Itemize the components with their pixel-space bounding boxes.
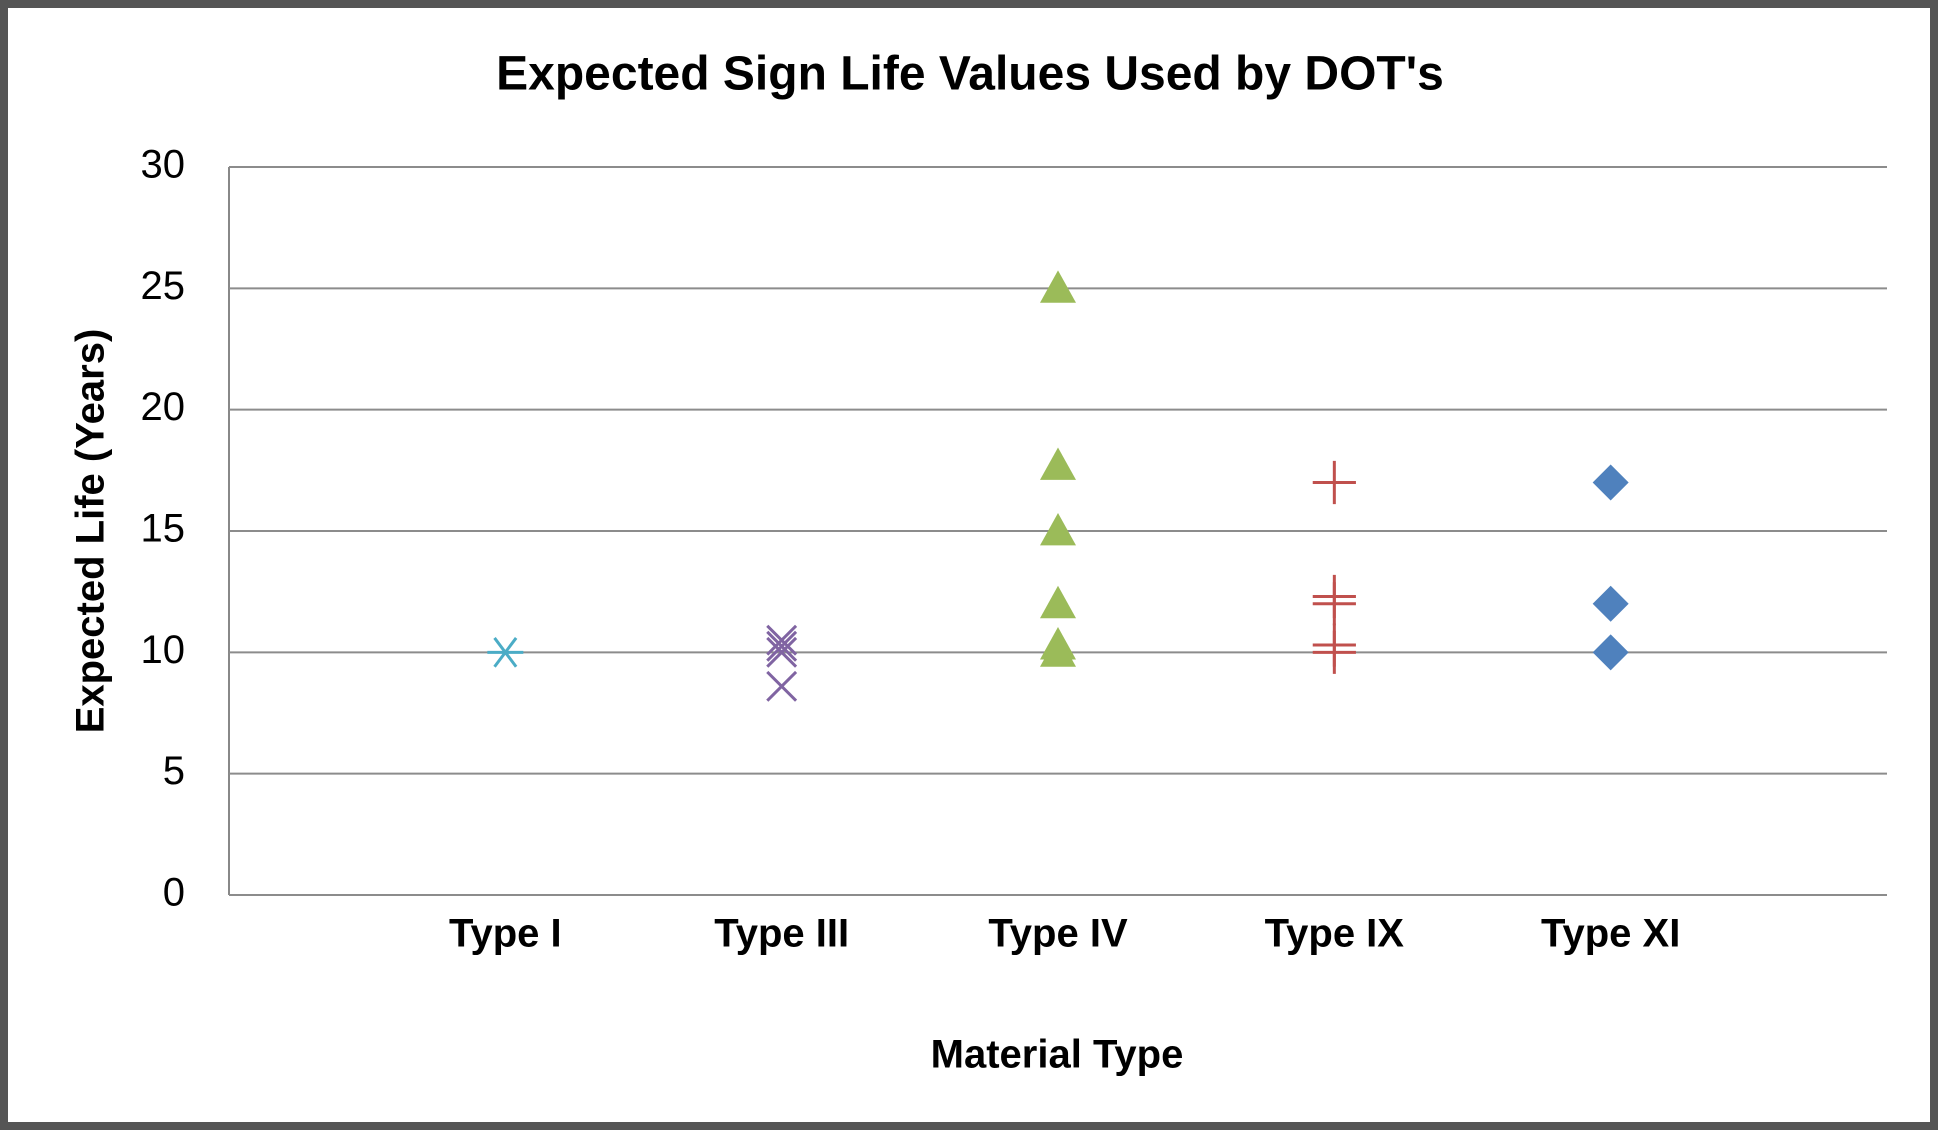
marker <box>1312 630 1356 674</box>
x-tick-label: Type IX <box>1265 912 1405 956</box>
marker <box>766 670 798 702</box>
marker <box>1040 634 1076 667</box>
marker <box>1312 582 1356 626</box>
y-tick-label: 15 <box>141 507 186 551</box>
marker <box>1040 585 1076 619</box>
x-tick-label: Type XI <box>1541 912 1680 956</box>
marker <box>1040 447 1076 480</box>
marker <box>766 636 798 668</box>
marker <box>1040 513 1076 546</box>
y-axis-title: Expected Life (Years) <box>69 329 113 734</box>
x-tick-label: Type I <box>449 912 562 956</box>
y-tick-label: 30 <box>141 143 186 187</box>
marker <box>1592 464 1629 501</box>
marker <box>487 637 524 668</box>
y-tick-label: 25 <box>141 264 186 308</box>
marker <box>1040 270 1076 303</box>
x-tick-label: Type III <box>714 912 849 956</box>
x-axis-title: Material Type <box>931 1033 1184 1077</box>
marker <box>766 630 798 662</box>
x-tick-label: Type IV <box>988 912 1128 956</box>
chart-title: Expected Sign Life Values Used by DOT's <box>496 48 1444 101</box>
y-tick-label: 10 <box>141 628 186 672</box>
marker <box>1592 634 1629 671</box>
y-tick-label: 0 <box>163 871 185 915</box>
marker <box>1592 585 1629 622</box>
y-tick-label: 20 <box>141 385 186 429</box>
marker <box>1312 460 1356 505</box>
marker <box>766 624 798 656</box>
y-tick-label: 5 <box>163 749 185 793</box>
